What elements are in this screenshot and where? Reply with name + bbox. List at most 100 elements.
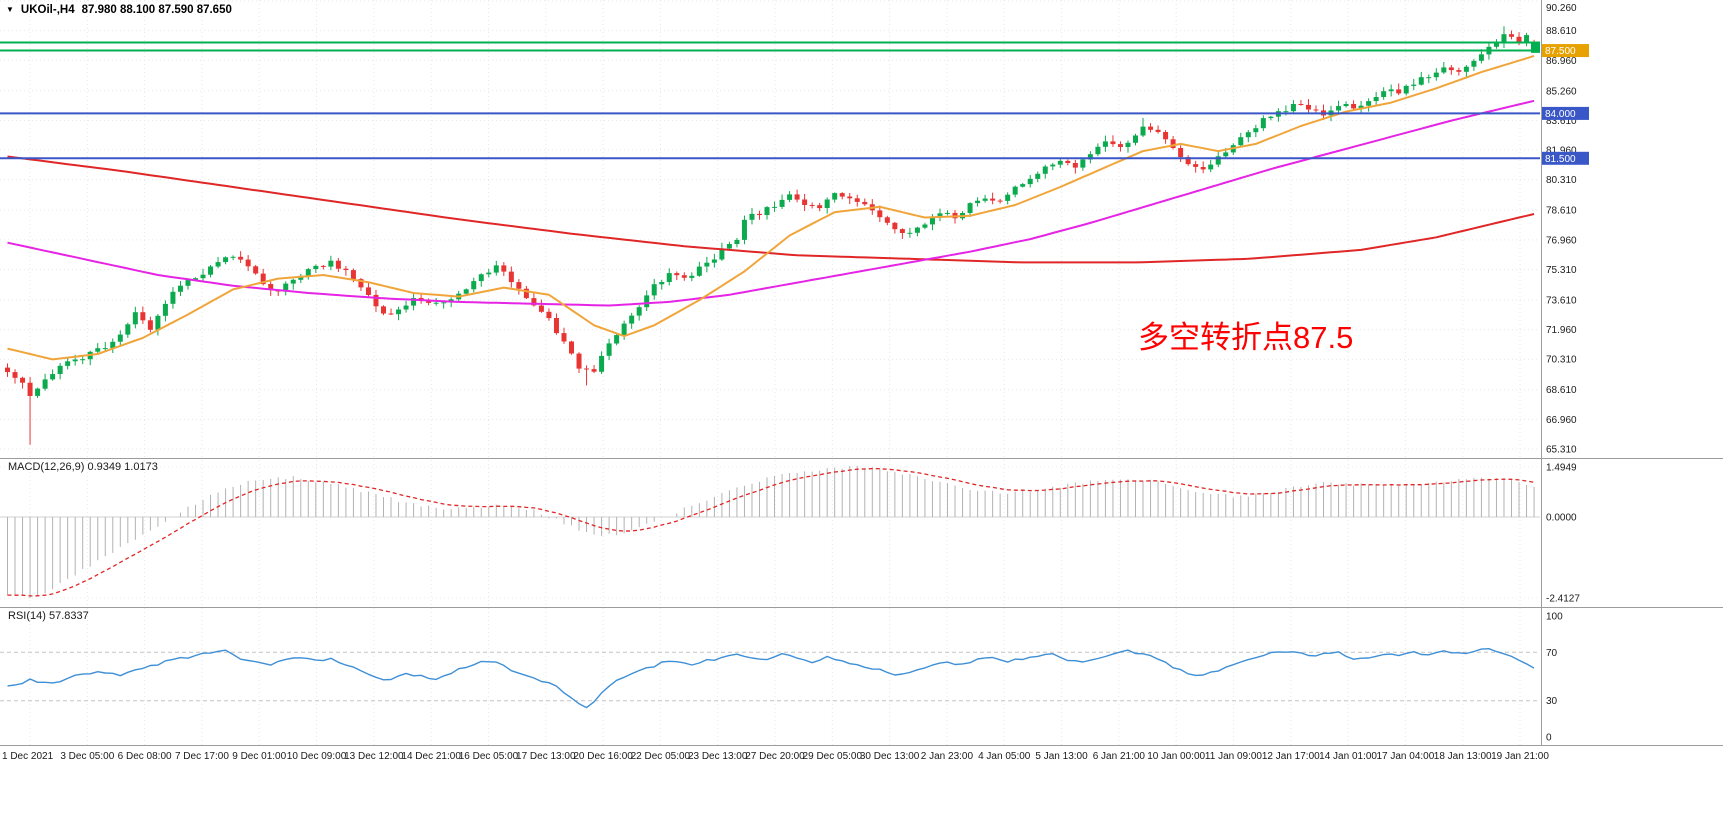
candle-body (1035, 173, 1041, 179)
candle-body (290, 279, 296, 284)
candle-body (711, 259, 717, 263)
candle-body (1155, 129, 1161, 132)
candle-body (230, 256, 236, 258)
candle-body (1065, 160, 1071, 163)
candle-body (1298, 104, 1304, 105)
candle-body (335, 260, 341, 269)
candle-body (1516, 36, 1522, 43)
candle-body (1170, 139, 1176, 148)
candle-body (1501, 34, 1507, 43)
chart-annotation-text: 多空转折点87.5 (1138, 320, 1354, 355)
price-tick-label: 71.960 (1546, 325, 1577, 336)
candle-body (57, 365, 63, 374)
candle-body (824, 199, 830, 208)
candle-body (72, 359, 78, 362)
price-tick-label: 80.310 (1546, 175, 1577, 186)
candle-body (65, 361, 71, 366)
candle-body (1426, 77, 1432, 79)
candle-body (1478, 54, 1484, 61)
candle-body (117, 334, 123, 342)
candle-body (1245, 132, 1251, 138)
time-axis-label: 22 Dec 05:00 (631, 751, 691, 762)
candle-body (523, 288, 529, 299)
candle-body (50, 374, 56, 380)
candle-body (328, 260, 334, 267)
candle-body (1080, 159, 1086, 168)
candle-body (35, 388, 41, 396)
time-axis-label: 27 Dec 20:00 (745, 751, 805, 762)
candle-body (1253, 128, 1259, 133)
time-axis-label: 3 Dec 05:00 (60, 751, 114, 762)
price-tick-label: 73.610 (1546, 295, 1577, 306)
candle-body (892, 222, 898, 230)
candle-body (741, 219, 747, 240)
candle-body (1193, 164, 1199, 167)
candle-body (779, 199, 785, 207)
slow-ma-red-line (7, 155, 1535, 264)
candle-body (1087, 154, 1093, 160)
time-axis-label: 2 Jan 23:00 (921, 751, 974, 762)
candle-body (283, 283, 289, 292)
candle-body (313, 265, 319, 270)
time-axis-label: 10 Dec 09:00 (287, 751, 347, 762)
candle-body (1125, 142, 1131, 147)
time-axis-label: 6 Jan 21:00 (1093, 751, 1146, 762)
candle-body (1215, 156, 1221, 165)
candle-body (1260, 118, 1266, 129)
candle-body (1290, 104, 1296, 112)
candle-body (997, 200, 1003, 202)
candle-body (854, 198, 860, 202)
candle-body (1524, 35, 1530, 43)
candle-body (1283, 111, 1289, 113)
candle-body (411, 298, 417, 306)
candle-body (862, 201, 868, 205)
candle-body (162, 303, 168, 316)
time-axis-label: 16 Dec 05:00 (459, 751, 519, 762)
candle-body (1313, 109, 1319, 111)
candle-body (1403, 85, 1409, 94)
candle-body (1178, 148, 1184, 158)
candle-body (1373, 97, 1379, 101)
candle-body (155, 315, 161, 330)
candle-body (569, 341, 574, 354)
candle-body (1072, 163, 1078, 168)
candle-body (396, 309, 402, 315)
price-level-label-box (1542, 106, 1589, 120)
rsi-tick-label: 100 (1546, 612, 1563, 623)
price-level-label-box (1542, 151, 1589, 165)
candle-body (666, 273, 672, 282)
candle-body (1448, 67, 1454, 71)
candle-body (381, 306, 386, 314)
time-axis-label: 29 Dec 05:00 (803, 751, 863, 762)
candle-body (320, 265, 326, 267)
candle-body (1110, 141, 1116, 145)
candle-body (1418, 77, 1424, 85)
candle-body (591, 369, 597, 372)
symbol-dropdown-icon[interactable]: ▼ (6, 5, 14, 14)
candle-body (1057, 160, 1063, 165)
price-tick-label: 81.960 (1546, 146, 1577, 157)
macd-tick-label: 1.4949 (1546, 462, 1577, 473)
candle-body (471, 281, 477, 290)
candle-body (42, 379, 48, 389)
candle-body (907, 232, 913, 234)
candle-body (238, 256, 244, 260)
candle-body (1268, 116, 1274, 119)
candle-body (1163, 132, 1169, 140)
candle-body (614, 335, 620, 344)
candle-body (508, 271, 514, 283)
time-axis-label: 10 Jan 00:00 (1147, 751, 1205, 762)
ohlc-values-label: 87.980 88.100 87.590 87.650 (81, 4, 232, 16)
candle-body (1133, 135, 1138, 143)
candle-body (501, 265, 507, 272)
current-price-marker (1531, 42, 1540, 53)
candle-body (817, 205, 823, 209)
candle-body (478, 274, 484, 282)
candle-body (1441, 67, 1447, 73)
candle-body (546, 311, 552, 319)
price-tick-label: 75.310 (1546, 265, 1577, 276)
candle-body (726, 244, 732, 249)
candle-body (929, 217, 935, 225)
